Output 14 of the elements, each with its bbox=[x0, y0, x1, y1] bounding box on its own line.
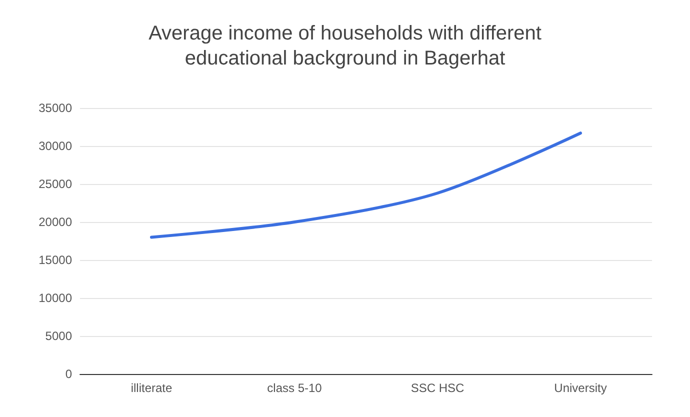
y-tick-label: 25000 bbox=[38, 177, 72, 191]
y-tick-label: 15000 bbox=[38, 253, 72, 267]
y-tick-label: 30000 bbox=[38, 139, 72, 153]
x-tick-label: class 5-10 bbox=[267, 381, 322, 395]
x-tick-label: SSC HSC bbox=[410, 381, 465, 395]
x-tick-label: illiterate bbox=[130, 381, 172, 395]
chart-title: Average income of households with different educational background in Bagerhat bbox=[148, 22, 542, 70]
y-tick-label: 35000 bbox=[38, 101, 72, 115]
x-tick-label: University bbox=[554, 381, 607, 395]
y-tick-label: 20000 bbox=[38, 215, 72, 229]
y-tick-label: 0 bbox=[65, 367, 72, 381]
y-tick-label: 5000 bbox=[45, 329, 72, 343]
y-tick-label: 10000 bbox=[38, 291, 72, 305]
line-series bbox=[150, 132, 582, 239]
